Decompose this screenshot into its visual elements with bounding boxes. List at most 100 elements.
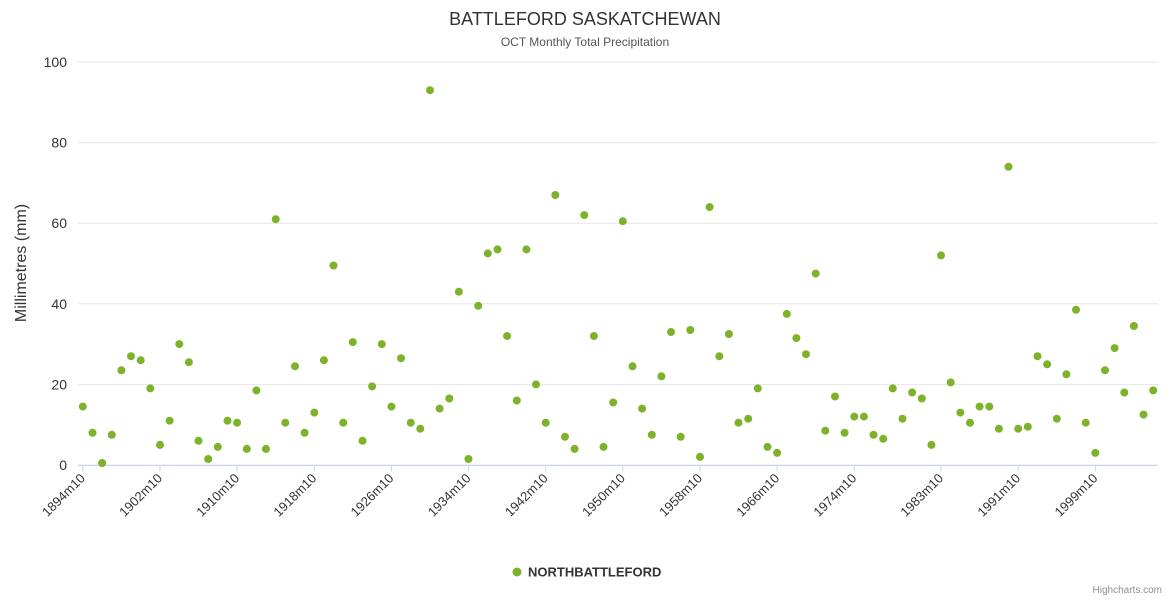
data-point[interactable] [869, 430, 878, 439]
highcharts-credits-link[interactable]: Highcharts.com [1093, 585, 1162, 596]
data-point[interactable] [300, 428, 309, 437]
data-point[interactable] [377, 340, 386, 349]
data-point[interactable] [831, 392, 839, 401]
data-point[interactable] [242, 444, 251, 453]
data-point[interactable] [715, 352, 724, 361]
data-point[interactable] [223, 416, 232, 425]
data-point[interactable] [1033, 352, 1042, 361]
data-point[interactable] [348, 338, 357, 347]
data-point[interactable] [589, 332, 598, 340]
data-point[interactable] [647, 430, 656, 439]
data-point[interactable] [850, 412, 859, 421]
data-point[interactable] [136, 356, 145, 365]
data-point[interactable] [696, 452, 704, 461]
data-point[interactable] [657, 372, 666, 381]
data-point[interactable] [561, 432, 569, 441]
data-point[interactable] [580, 211, 589, 220]
data-point[interactable] [879, 434, 888, 443]
data-point[interactable] [98, 459, 107, 467]
data-point[interactable] [985, 402, 994, 411]
data-point[interactable] [1004, 162, 1013, 171]
data-point[interactable] [483, 249, 492, 258]
data-point[interactable] [271, 215, 280, 224]
data-point[interactable] [609, 398, 618, 407]
data-point[interactable] [773, 448, 782, 457]
data-point[interactable] [1062, 370, 1071, 379]
data-point[interactable] [117, 366, 126, 375]
data-point[interactable] [175, 340, 184, 349]
data-point[interactable] [262, 444, 270, 453]
data-point[interactable] [474, 301, 483, 310]
data-point[interactable] [638, 404, 647, 413]
data-point[interactable] [744, 414, 753, 423]
data-point[interactable] [946, 378, 955, 387]
data-point[interactable] [705, 203, 714, 212]
data-point[interactable] [782, 309, 791, 318]
data-point[interactable] [734, 418, 743, 427]
data-point[interactable] [397, 354, 405, 363]
data-point[interactable] [512, 396, 521, 405]
data-point[interactable] [406, 418, 415, 427]
data-point[interactable] [1149, 386, 1158, 395]
data-point[interactable] [724, 330, 733, 338]
data-point[interactable] [78, 402, 87, 411]
data-point[interactable] [213, 442, 222, 451]
data-point[interactable] [599, 442, 608, 451]
data-point[interactable] [426, 86, 434, 95]
data-point[interactable] [570, 444, 579, 453]
data-point[interactable] [859, 412, 868, 421]
data-point[interactable] [156, 440, 164, 449]
data-point[interactable] [821, 426, 830, 435]
data-point[interactable] [898, 414, 907, 423]
data-point[interactable] [329, 261, 338, 270]
data-point[interactable] [1091, 448, 1100, 457]
data-point[interactable] [994, 424, 1003, 433]
data-point[interactable] [416, 424, 425, 433]
data-point[interactable] [281, 418, 290, 427]
data-point[interactable] [368, 382, 377, 391]
data-point[interactable] [522, 245, 531, 254]
data-point[interactable] [204, 455, 213, 463]
data-point[interactable] [358, 436, 367, 445]
data-point[interactable] [802, 350, 810, 359]
data-point[interactable] [1110, 344, 1119, 353]
data-point[interactable] [811, 269, 820, 278]
data-point[interactable] [146, 384, 155, 393]
data-point[interactable] [1043, 360, 1052, 369]
data-point[interactable] [107, 430, 116, 439]
data-point[interactable] [88, 428, 97, 437]
data-point[interactable] [551, 191, 560, 199]
data-point[interactable] [233, 418, 242, 427]
data-point[interactable] [532, 380, 540, 389]
data-point[interactable] [435, 404, 444, 413]
data-point[interactable] [763, 442, 772, 451]
data-point[interactable] [1139, 410, 1148, 419]
legend[interactable]: NORTHBATTLEFORD [512, 565, 662, 580]
data-point[interactable] [956, 408, 965, 417]
data-point[interactable] [184, 358, 193, 367]
data-point[interactable] [503, 332, 512, 340]
data-point[interactable] [917, 394, 926, 403]
data-point[interactable] [888, 384, 897, 393]
data-point[interactable] [676, 432, 685, 441]
data-point[interactable] [966, 418, 974, 427]
data-point[interactable] [618, 217, 627, 226]
legend-series-label[interactable]: NORTHBATTLEFORD [528, 565, 661, 580]
data-point[interactable] [1023, 422, 1032, 431]
data-point[interactable] [908, 388, 917, 397]
data-point[interactable] [165, 416, 174, 425]
data-point[interactable] [291, 362, 299, 371]
data-point[interactable] [1052, 414, 1061, 423]
data-point[interactable] [1101, 366, 1109, 375]
data-point[interactable] [339, 418, 348, 427]
data-point[interactable] [792, 334, 801, 343]
data-point[interactable] [1081, 418, 1090, 427]
data-point[interactable] [686, 326, 695, 334]
data-point[interactable] [927, 440, 936, 449]
data-point[interactable] [445, 394, 454, 403]
data-point[interactable] [310, 408, 319, 417]
data-point[interactable] [127, 352, 135, 361]
data-point[interactable] [667, 328, 675, 336]
data-point[interactable] [194, 436, 203, 445]
data-point[interactable] [1072, 305, 1080, 314]
